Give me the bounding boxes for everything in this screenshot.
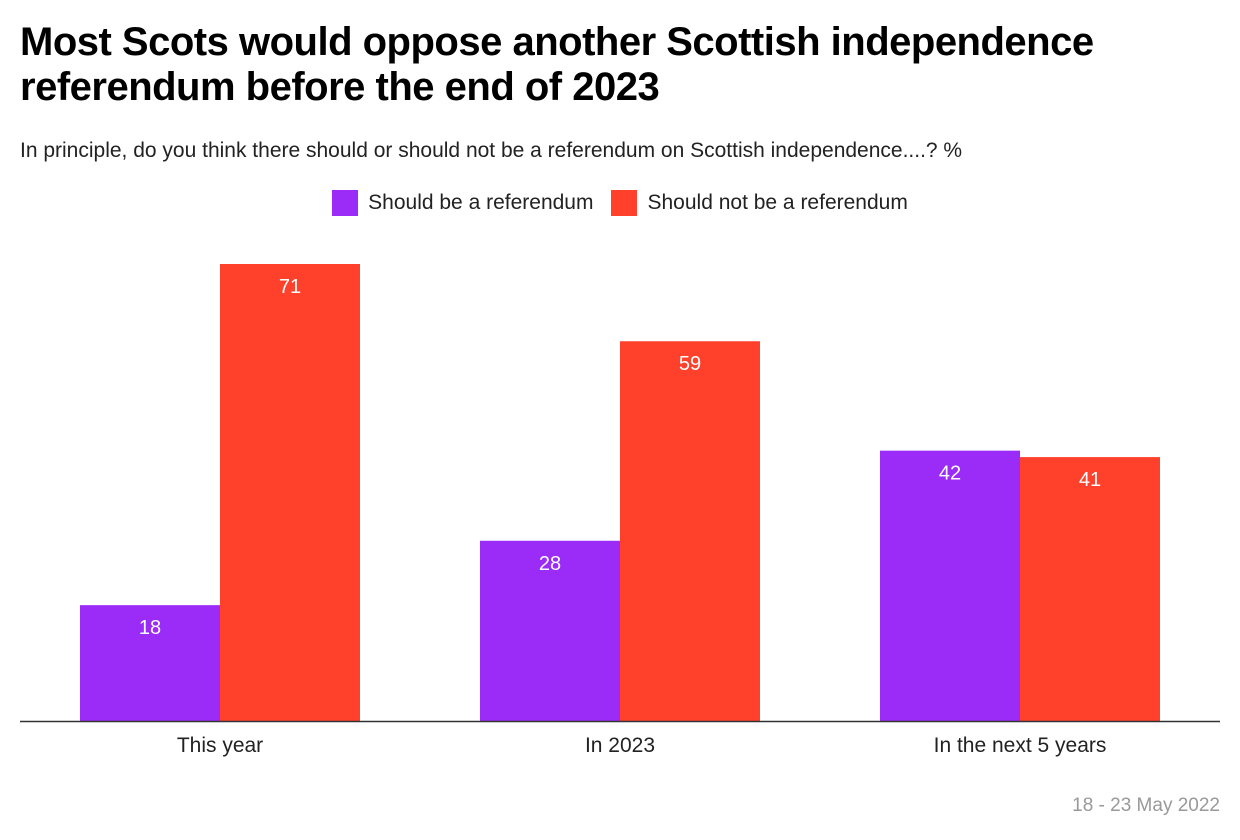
data-label: 28 xyxy=(539,553,561,575)
chart-subtitle: In principle, do you think there should … xyxy=(20,139,963,162)
chart-title: Most Scots would oppose another Scottish… xyxy=(20,20,1094,109)
data-label: 42 xyxy=(939,463,961,485)
data-label: 71 xyxy=(279,276,301,298)
x-tick-label: This year xyxy=(177,734,263,757)
bar-should-not-1 xyxy=(620,341,760,721)
legend-label-should-not: Should not be a referendum xyxy=(647,191,908,214)
legend-item-should: Should be a referendum xyxy=(332,190,593,216)
legend-item-should-not: Should not be a referendum xyxy=(611,190,908,216)
bar-should-1 xyxy=(480,540,620,721)
chart-legend: Should be a referendum Should not be a r… xyxy=(0,190,1240,216)
data-label: 18 xyxy=(139,617,161,639)
data-label: 41 xyxy=(1079,469,1101,491)
bar-should-not-0 xyxy=(220,264,360,721)
legend-swatch-should xyxy=(332,190,359,216)
x-tick-label: In the next 5 years xyxy=(934,734,1107,757)
bar-should-2 xyxy=(880,450,1020,721)
data-label: 59 xyxy=(679,353,701,375)
source-date: 18 - 23 May 2022 xyxy=(1072,795,1220,816)
x-tick-label: In 2023 xyxy=(585,734,655,757)
legend-swatch-should-not xyxy=(611,190,638,216)
legend-label-should: Should be a referendum xyxy=(368,191,594,214)
bar-should-not-2 xyxy=(1020,457,1160,721)
bar-should-0 xyxy=(80,605,220,721)
